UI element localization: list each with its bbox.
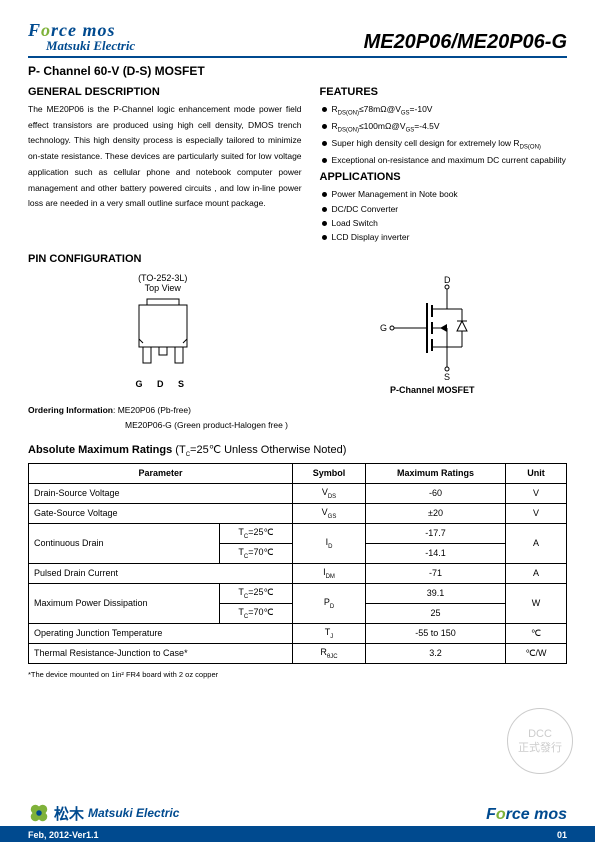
watermark-l2: 正式發行 (518, 741, 562, 755)
table-cell: Thermal Resistance-Junction to Case* (29, 643, 293, 663)
mosfet-symbol: D S (298, 273, 568, 395)
table-cell: -71 (366, 563, 506, 583)
ordering-line2: ME20P06-G (Green product-Halogen free ) (125, 418, 288, 433)
table-cell: TC=70℃ (220, 543, 293, 563)
table-cell: IDM (293, 563, 366, 583)
feature-item: RDS(ON)≤78mΩ@VGS=-10V (320, 102, 567, 119)
footer-page: 01 (557, 830, 567, 840)
footer-date: Feb, 2012-Ver1.1 (28, 830, 99, 840)
table-cell: -55 to 150 (366, 623, 506, 643)
logo-left: Force mos Matsuki Electric (28, 20, 135, 54)
footer-matsuki: Matsuki Electric (88, 806, 179, 820)
package-label: (TO-252-3L) (28, 273, 298, 283)
table-cell: VDS (293, 483, 366, 503)
table-cell: V (506, 503, 567, 523)
view-label: Top View (28, 283, 298, 293)
table-cell: TJ (293, 623, 366, 643)
footer-force: Force mos (486, 806, 567, 824)
ratings-title: Absolute Maximum Ratings (28, 444, 172, 456)
table-cell: 3.2 (366, 643, 506, 663)
brand-matsuki: Matsuki Electric (46, 38, 135, 54)
svg-text:D: D (444, 275, 451, 285)
footer: 松木 Matsuki Electric Force mos Feb, 2012-… (0, 802, 595, 842)
part-number: ME20P06/ME20P06-G (364, 31, 567, 54)
col-param: Parameter (29, 463, 293, 483)
table-cell: Gate-Source Voltage (29, 503, 293, 523)
apps-head: APPLICATIONS (320, 171, 567, 183)
feature-item: Super high density cell design for extre… (320, 136, 567, 153)
table-cell: -60 (366, 483, 506, 503)
features-head: FEATURES (320, 86, 567, 98)
table-cell: ID (293, 523, 366, 563)
col-symbol: Symbol (293, 463, 366, 483)
table-cell: ℃ (506, 623, 567, 643)
table-cell: PD (293, 583, 366, 623)
feature-item: RDS(ON)≤100mΩ@VGS=-4.5V (320, 119, 567, 136)
clover-icon (28, 802, 50, 824)
table-cell: Pulsed Drain Current (29, 563, 293, 583)
table-footnote: *The device mounted on 1in² FR4 board wi… (28, 670, 567, 679)
svg-text:G: G (380, 323, 387, 333)
general-text: The ME20P06 is the P-Channel logic enhan… (28, 102, 302, 212)
ratings-cond2: =25℃ Unless Otherwise Noted) (190, 444, 346, 456)
app-item: Power Management in Note book (320, 187, 567, 201)
ratings-head: Absolute Maximum Ratings (TC=25℃ Unless … (28, 443, 567, 458)
table-cell: ℃/W (506, 643, 567, 663)
table-cell: A (506, 523, 567, 563)
pin-labels: G D S (28, 379, 298, 389)
table-cell: Continuous Drain (29, 523, 220, 563)
table-cell: Operating Junction Temperature (29, 623, 293, 643)
table-cell: -17.7 (366, 523, 506, 543)
watermark-l1: DCC (528, 727, 552, 741)
col-max: Maximum Ratings (366, 463, 506, 483)
features-list: RDS(ON)≤78mΩ@VGS=-10V RDS(ON)≤100mΩ@VGS=… (320, 102, 567, 167)
app-item: Load Switch (320, 216, 567, 230)
ordering-info: Ordering Information: ME20P06 (Pb-free) … (28, 403, 567, 434)
table-cell: A (506, 563, 567, 583)
app-item: DC/DC Converter (320, 202, 567, 216)
pinconf-head: PIN CONFIGURATION (28, 253, 567, 265)
ratings-cond1: (T (172, 444, 185, 456)
apps-list: Power Management in Note book DC/DC Conv… (320, 187, 567, 245)
watermark-stamp: DCC 正式發行 (507, 708, 573, 774)
symbol-label: P-Channel MOSFET (298, 385, 568, 395)
table-cell: 25 (366, 603, 506, 623)
package-icon (127, 297, 199, 377)
svg-text:S: S (444, 372, 450, 382)
table-cell: Maximum Power Dissipation (29, 583, 220, 623)
app-item: LCD Display inverter (320, 230, 567, 244)
ordering-line1: : ME20P06 (Pb-free) (113, 405, 191, 415)
table-cell: -14.1 (366, 543, 506, 563)
table-cell: W (506, 583, 567, 623)
table-cell: VGS (293, 503, 366, 523)
ordering-label: Ordering Information (28, 405, 113, 415)
pin-config-diagram: (TO-252-3L) Top View G D S (28, 273, 298, 395)
feature-item: Exceptional on-resistance and maximum DC… (320, 153, 567, 167)
table-cell: RθJC (293, 643, 366, 663)
product-subtitle: P- Channel 60-V (D-S) MOSFET (28, 64, 567, 78)
ratings-table: Parameter Symbol Maximum Ratings Unit Dr… (28, 463, 567, 664)
table-cell: TC=25℃ (220, 583, 293, 603)
header: Force mos Matsuki Electric ME20P06/ME20P… (28, 20, 567, 58)
table-cell: 39.1 (366, 583, 506, 603)
table-cell: Drain-Source Voltage (29, 483, 293, 503)
general-head: GENERAL DESCRIPTION (28, 86, 302, 98)
mosfet-icon: D S (372, 273, 492, 383)
col-unit: Unit (506, 463, 567, 483)
table-cell: TC=25℃ (220, 523, 293, 543)
footer-logo-left: 松木 Matsuki Electric (28, 802, 179, 824)
table-cell: ±20 (366, 503, 506, 523)
table-cell: V (506, 483, 567, 503)
table-cell: TC=70℃ (220, 603, 293, 623)
